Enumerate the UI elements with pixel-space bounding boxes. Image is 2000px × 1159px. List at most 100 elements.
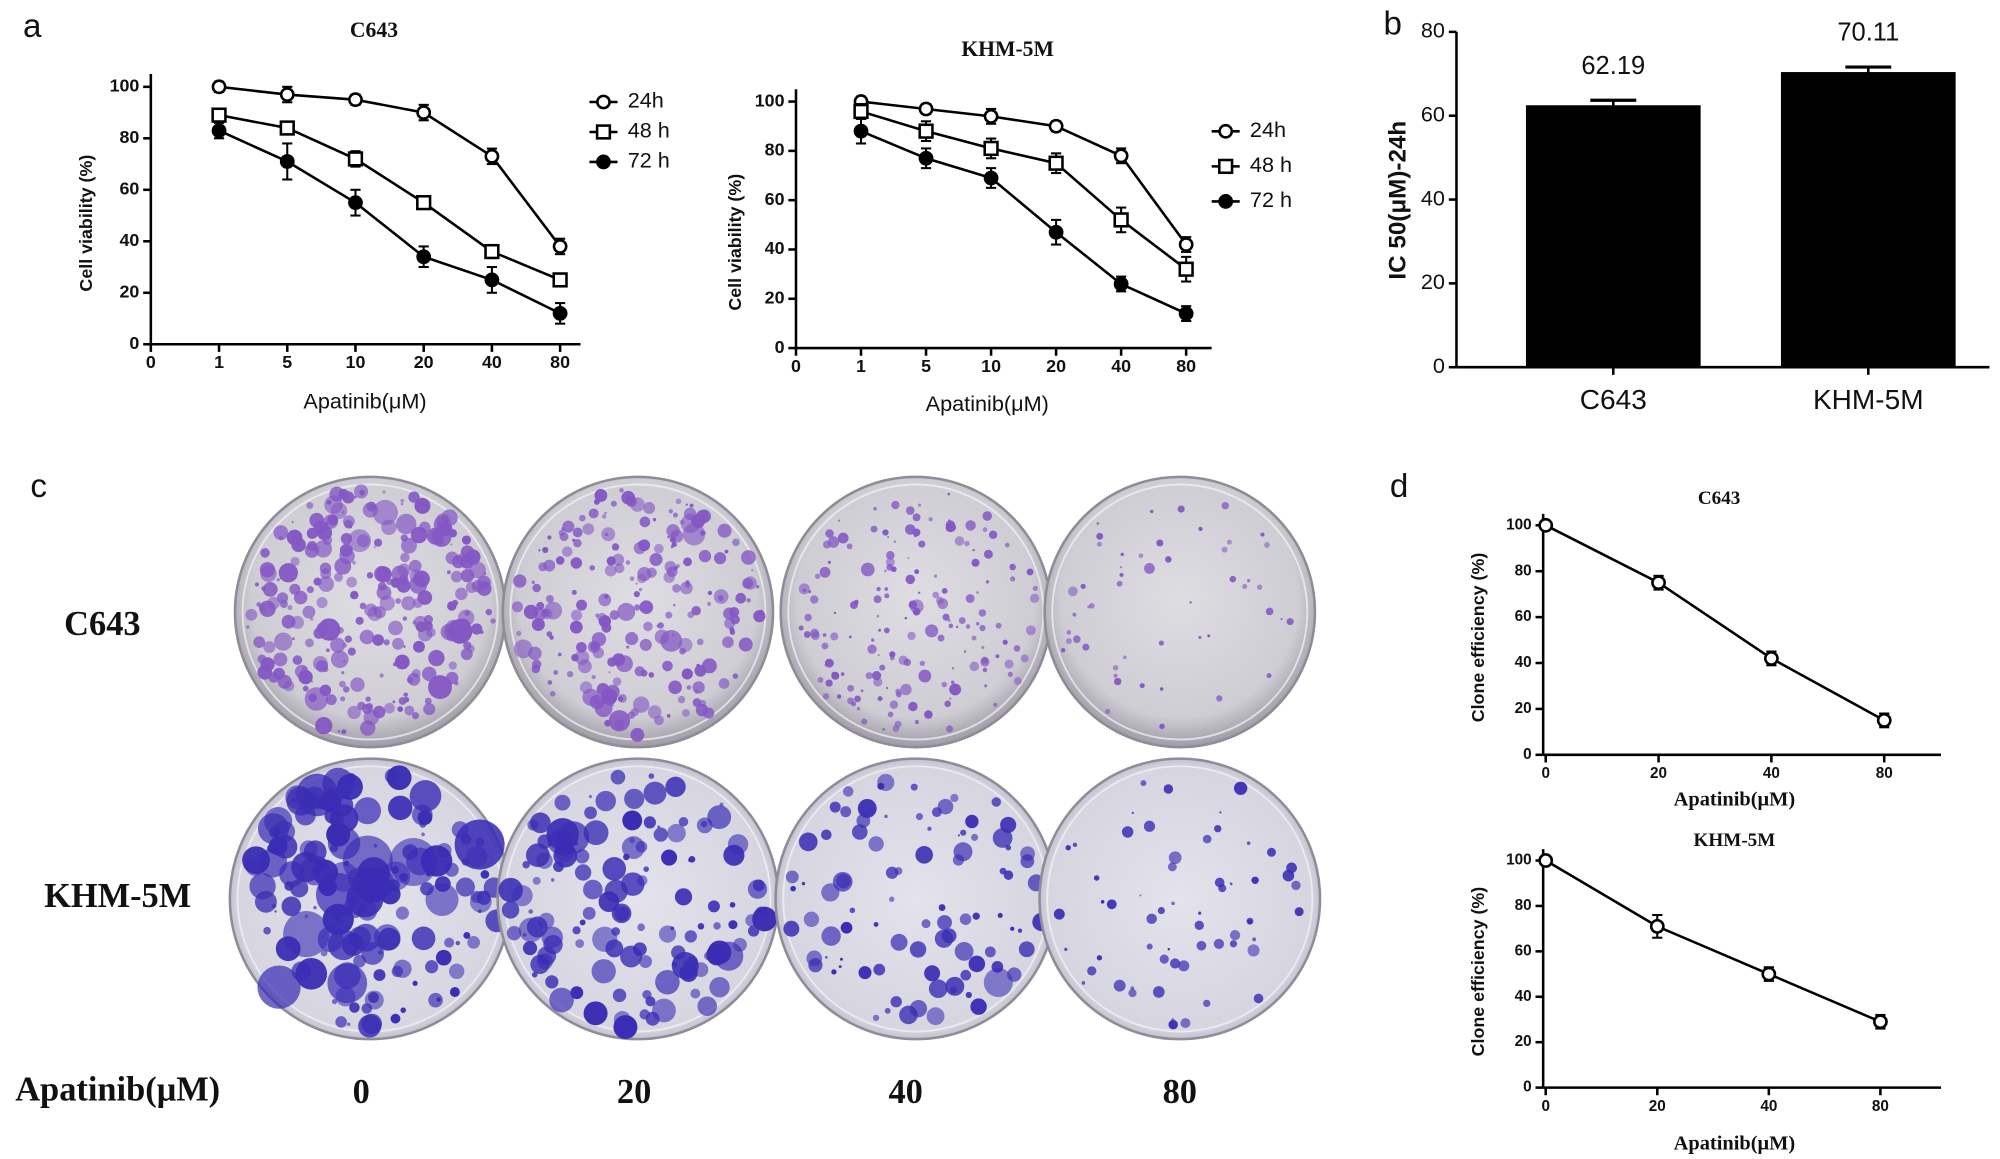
colony [954,536,965,546]
colony [982,527,988,532]
colony [576,642,587,653]
colony [673,603,676,607]
colony [654,715,664,726]
colony [1229,575,1237,583]
colony [1153,986,1165,998]
colony [666,714,671,718]
colony [450,543,453,546]
colony [1233,781,1248,795]
y-axis-label: Clone efficiency (%) [1468,553,1488,723]
colony [612,988,627,1003]
colony [928,517,933,522]
colony [727,834,749,855]
colony [921,919,931,929]
value-label: 70.11 [1837,19,1899,47]
colony [614,719,625,730]
dose-label: 80 [1163,1073,1197,1111]
colony [672,512,678,518]
colony [856,813,871,828]
colony [746,598,751,603]
y-tick-label: 80 [1515,897,1532,914]
colony [549,635,554,640]
colony [649,552,663,566]
colony [970,998,987,1015]
colony [306,501,314,509]
colony [719,802,724,807]
colony [718,678,730,689]
colony [600,688,618,705]
colony [344,635,352,643]
colony [984,684,988,688]
colony [699,699,707,707]
colony [1138,553,1144,559]
colony [671,961,678,968]
colony [1003,870,1014,880]
colony [873,922,879,927]
colony [254,890,277,913]
colony [1177,505,1185,513]
marker [552,239,568,254]
bar [1525,105,1701,369]
marker [1651,575,1666,591]
colony [617,696,624,702]
colony [965,520,976,531]
colony [983,549,993,559]
colony [341,729,347,735]
colony [511,601,523,613]
colony [547,535,552,540]
colony [344,561,347,564]
colony [557,652,562,657]
colony [684,930,697,943]
colony [253,636,266,648]
colony [445,551,459,565]
colony [801,881,806,886]
colony [256,602,262,607]
colony [372,499,398,526]
colony [674,888,693,906]
colony [1256,584,1263,590]
colony [263,926,271,935]
colony [951,667,955,670]
colony [1113,677,1122,686]
colony [633,591,640,598]
marker [1048,118,1064,134]
marker [853,123,869,139]
colony [413,640,425,653]
colony [449,963,465,979]
colony [572,926,581,935]
colony [299,855,331,886]
colony [316,596,328,609]
colony [890,996,902,1008]
x-axis-label: Apatinib(μM) [1674,1133,1795,1155]
colony [594,489,608,502]
colony [709,977,730,998]
colony [988,530,998,539]
colony [666,524,680,538]
colony [570,609,583,621]
colony [854,695,861,703]
colony [1158,640,1164,646]
colony [538,549,541,552]
colony [1122,655,1127,660]
colony [810,595,819,604]
y-tick-label: 80 [765,140,785,160]
panel-letters: a b c d [23,5,1408,505]
colony [573,538,582,548]
colony [857,798,877,818]
colony [861,718,868,725]
colony [1128,988,1137,998]
colony [475,837,485,847]
colony [254,582,259,587]
colony [1113,673,1118,678]
colony [1029,593,1040,603]
colony [308,693,317,703]
colony [645,1011,660,1026]
colony [355,616,364,625]
colony [1169,958,1181,969]
colony [1004,542,1010,548]
y-tick-label: 40 [119,230,139,250]
colony [411,926,436,951]
colony [1120,552,1124,557]
marker [484,148,500,164]
marker [596,154,611,170]
